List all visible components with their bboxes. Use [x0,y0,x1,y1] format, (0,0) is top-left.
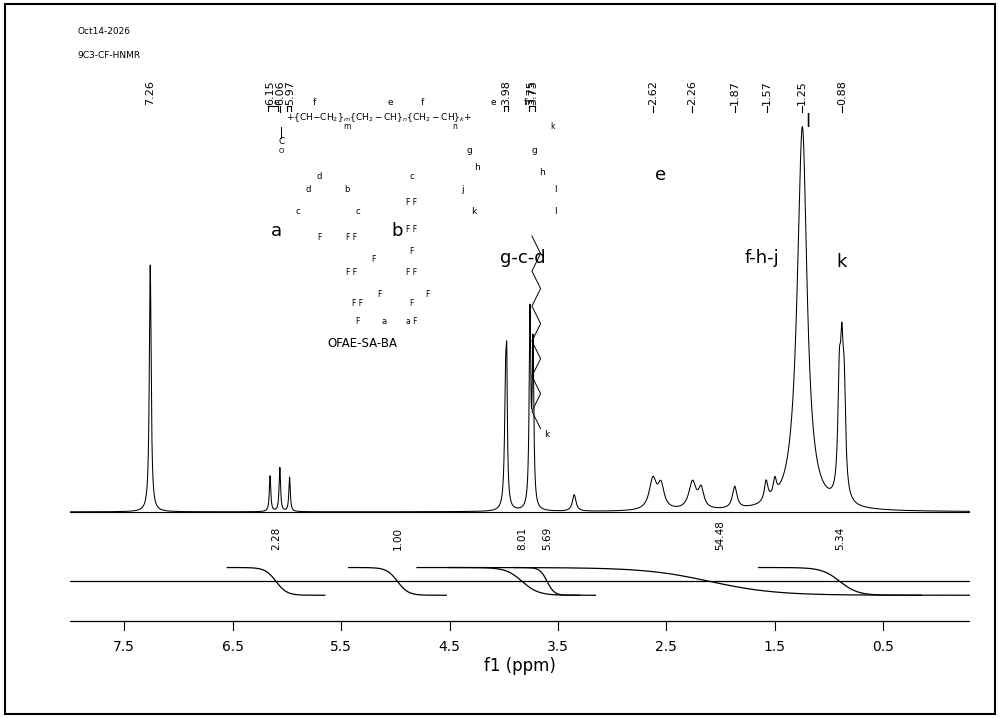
Text: f1 (ppm): f1 (ppm) [484,657,556,675]
Text: 5.97: 5.97 [285,80,295,105]
Text: 0.5: 0.5 [872,640,894,654]
Text: 54.48: 54.48 [716,520,726,550]
Text: F F: F F [406,225,417,233]
Text: d: d [306,185,311,195]
Text: l: l [805,113,810,131]
Text: 4.5: 4.5 [439,640,460,654]
Text: a: a [382,317,387,326]
Text: l: l [554,208,557,216]
Text: m: m [343,122,350,131]
Text: OFAE-SA-BA: OFAE-SA-BA [328,337,398,350]
Text: 1.5: 1.5 [764,640,786,654]
Text: +{CH$-$CH$_2$}$_m${CH$_2-$CH}$_n${CH$_2-$CH}$_k$+: +{CH$-$CH$_2$}$_m${CH$_2-$CH}$_n${CH$_2-… [286,111,472,124]
Text: f: f [421,98,424,107]
Text: 2.5: 2.5 [655,640,677,654]
Text: F F: F F [346,269,357,277]
Text: F F: F F [406,198,417,208]
Text: 1.00: 1.00 [392,527,402,550]
Text: Oct14-2026: Oct14-2026 [77,27,130,35]
Text: d: d [317,172,322,181]
Text: F: F [317,233,322,243]
Text: O: O [279,148,284,154]
Text: 2.26: 2.26 [687,80,697,105]
Text: c: c [295,208,300,216]
Text: a F: a F [406,317,417,326]
Text: 2.28: 2.28 [271,526,281,550]
Text: 7.5: 7.5 [113,640,135,654]
Text: 9C3-CF-HNMR: 9C3-CF-HNMR [77,52,140,60]
Text: F: F [409,246,414,256]
Text: b: b [392,223,403,241]
Text: 6.06: 6.06 [275,80,285,105]
Text: 5.34: 5.34 [835,526,845,550]
Text: 1.25: 1.25 [797,80,807,105]
Text: 3.5: 3.5 [547,640,569,654]
Text: 5.5: 5.5 [330,640,352,654]
Text: k: k [544,431,550,439]
Text: 1.87: 1.87 [730,80,740,105]
Text: F: F [371,256,376,264]
Text: 2.62: 2.62 [648,80,658,105]
Text: c: c [355,208,360,216]
Text: k: k [471,208,476,216]
Text: F F: F F [352,299,363,308]
Text: j: j [461,185,464,195]
Text: h: h [539,168,545,177]
Text: F F: F F [406,269,417,277]
Text: 3.73: 3.73 [528,80,538,105]
Text: F F: F F [346,233,357,243]
Text: l: l [554,185,557,195]
Text: e: e [490,98,496,107]
Text: F: F [355,317,360,326]
Text: F: F [377,290,381,299]
Text: 0.88: 0.88 [837,80,847,105]
Text: g-c-d: g-c-d [500,248,546,266]
Text: f-h-j: f-h-j [744,248,779,266]
Text: e: e [387,98,393,107]
Text: 5.69: 5.69 [542,526,552,550]
Text: 6.5: 6.5 [222,640,244,654]
Text: f: f [524,98,527,107]
Text: g: g [466,146,472,155]
Text: h: h [474,164,480,172]
Text: a: a [270,223,282,241]
Text: k: k [837,253,847,271]
Text: f: f [312,98,316,107]
Text: 3.98: 3.98 [501,80,511,105]
Text: 8.01: 8.01 [517,527,527,550]
Text: F: F [426,290,430,299]
Text: c: c [409,172,414,181]
Text: e: e [273,98,279,107]
Text: 1.57: 1.57 [762,80,772,105]
Text: 7.26: 7.26 [145,80,155,105]
Text: n: n [453,122,457,131]
Text: b: b [344,185,349,195]
Text: e: e [655,166,667,184]
Text: C: C [278,137,285,146]
Text: 3.75: 3.75 [526,80,536,105]
Text: g: g [531,146,537,155]
Text: 6.15: 6.15 [266,80,276,105]
Text: F: F [409,299,414,308]
Text: k: k [550,122,555,131]
